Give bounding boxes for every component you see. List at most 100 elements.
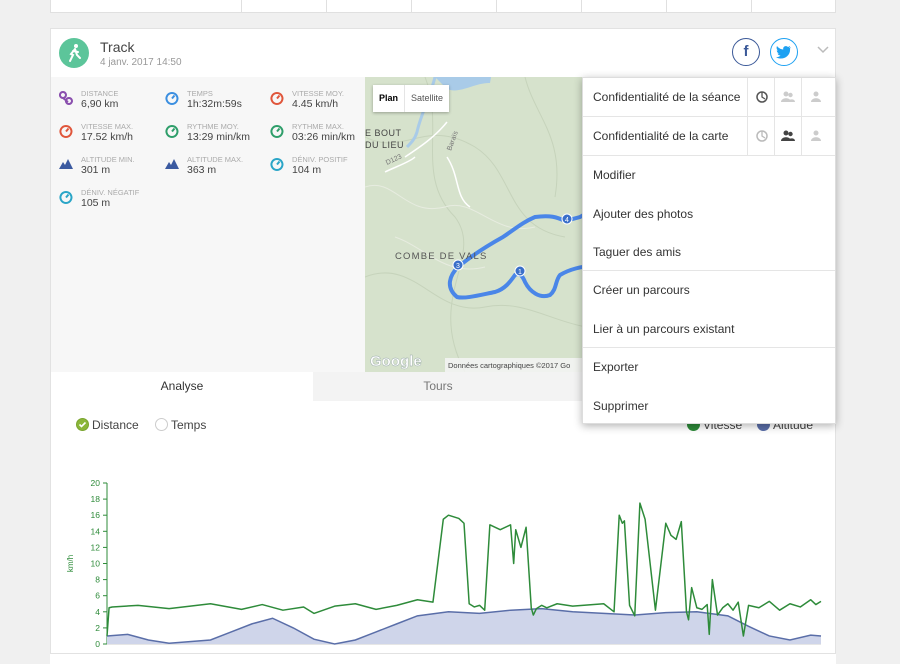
stat-label: Altitude max. xyxy=(187,155,244,164)
distance-toggle-label: Distance xyxy=(92,418,139,432)
stat-value: 105 m xyxy=(81,197,111,209)
hiker-icon xyxy=(69,44,81,62)
map-place-label: E BOUT xyxy=(365,128,402,138)
y-tick-label: 14 xyxy=(91,526,101,536)
distance-toggle[interactable]: Distance xyxy=(76,418,139,432)
chart-area: Distance Temps Vitesse Altitude 0 2 4 6 8 10 1… xyxy=(51,401,835,658)
y-tick-label: 12 xyxy=(91,542,101,552)
strip-divider xyxy=(581,0,582,12)
tab-analyse[interactable]: Analyse xyxy=(51,372,313,401)
privacy-session-label: Confidentialité de la séance xyxy=(593,90,741,104)
twitter-share-button[interactable] xyxy=(770,38,798,66)
activity-header: Track 4 janv. 2017 14:50 f xyxy=(51,29,835,77)
map-attribution[interactable]: Données cartographiques ©2017 Go xyxy=(448,361,570,370)
map-place-label: COMBE DE VALS xyxy=(395,251,488,262)
chevron-down-icon[interactable] xyxy=(816,45,830,55)
user-icon xyxy=(811,130,821,141)
menu-item-label: Exporter xyxy=(593,360,639,374)
tab-tours[interactable]: Tours xyxy=(313,372,563,401)
mountain-icon xyxy=(59,159,73,169)
y-tick-label: 8 xyxy=(95,575,100,585)
activity-date: 4 janv. 2017 14:50 xyxy=(100,57,182,68)
stat-label: Altitude min. xyxy=(81,155,135,164)
privacy-private-option[interactable] xyxy=(801,78,829,116)
y-tick-label: 0 xyxy=(95,639,100,649)
max-speed-gauge-icon xyxy=(59,125,73,138)
activity-title[interactable]: Track xyxy=(100,39,135,55)
activity-type-avatar xyxy=(59,38,89,68)
stat-label: Vitesse max. xyxy=(81,122,134,131)
privacy-public-option[interactable] xyxy=(747,78,775,116)
y-tick-label: 10 xyxy=(91,559,101,569)
strip-divider xyxy=(496,0,497,12)
menu-item-label: Lier à un parcours existant xyxy=(593,322,735,336)
friends-icon xyxy=(781,91,795,102)
stat-value: 1h:32m:59s xyxy=(187,98,242,110)
stat-label: Rythme moy. xyxy=(187,122,239,131)
map-privacy-public-option[interactable] xyxy=(747,117,775,155)
ascent-icon xyxy=(270,158,284,171)
strip-divider xyxy=(411,0,412,12)
menu-separator xyxy=(583,270,835,271)
next-activity-strip xyxy=(50,653,836,664)
stat-value: 17.52 km/h xyxy=(81,131,133,143)
map-marker-3[interactable] xyxy=(452,259,464,271)
map-marker-label: 3 xyxy=(456,263,460,270)
strip-divider xyxy=(751,0,752,12)
stat-value: 13:29 min/km xyxy=(187,131,251,143)
altitude-area xyxy=(107,608,821,644)
stat-value: 104 m xyxy=(292,164,322,176)
empty-circle-icon xyxy=(155,418,168,431)
y-tick-label: 4 xyxy=(95,607,100,617)
strip-divider xyxy=(326,0,327,12)
menu-item-label: Taguer des amis xyxy=(593,245,682,259)
privacy-friends-option[interactable] xyxy=(774,78,802,116)
menu-separator xyxy=(583,347,835,348)
stat-label: Distance xyxy=(81,89,119,98)
y-axis-label: km/h xyxy=(66,555,75,572)
map-marker-label: 1 xyxy=(518,269,522,276)
y-tick-label: 20 xyxy=(91,478,101,488)
distance-icon xyxy=(59,91,73,105)
y-tick-label: 18 xyxy=(91,494,101,504)
pace-gauge-icon xyxy=(165,125,179,138)
map-marker-1[interactable] xyxy=(514,265,526,277)
twitter-bird-icon xyxy=(776,46,791,59)
map-satellite-button[interactable]: Satellite xyxy=(404,85,449,112)
map-privacy-friends-option[interactable] xyxy=(774,117,802,155)
stat-label: Déniv. positif xyxy=(292,155,348,164)
speed-gauge-icon xyxy=(270,92,284,105)
map-type-control: Plan Satellite xyxy=(373,85,450,112)
max-pace-gauge-icon xyxy=(270,125,284,138)
google-logo[interactable]: Google xyxy=(370,353,422,370)
stopwatch-icon xyxy=(165,92,179,105)
user-icon xyxy=(811,91,821,102)
temps-toggle[interactable]: Temps xyxy=(155,418,206,432)
map-marker-4[interactable] xyxy=(561,213,573,225)
altitude-line xyxy=(106,607,822,645)
stats-panel: Distance 6,90 km Temps 1h:32m:59s Vitesse mo… xyxy=(51,77,365,372)
mountain-high-icon xyxy=(165,159,179,169)
map-privacy-private-option[interactable] xyxy=(801,117,829,155)
globe-icon xyxy=(756,91,768,103)
menu-item-label: Supprimer xyxy=(593,399,649,413)
menu-separator xyxy=(583,155,835,156)
stat-label: Vitesse moy. xyxy=(292,89,344,98)
menu-item-label: Ajouter des photos xyxy=(593,207,694,221)
stat-value: 6,90 km xyxy=(81,98,119,110)
y-tick-label: 16 xyxy=(91,510,101,520)
previous-activity-strip xyxy=(50,0,836,13)
stat-value: 363 m xyxy=(187,164,217,176)
map-marker-label: 4 xyxy=(565,217,569,224)
stat-label: Déniv. négatif xyxy=(81,188,140,197)
speed-line xyxy=(106,502,822,637)
stat-value: 4.45 km/h xyxy=(292,98,339,110)
map-plan-button[interactable]: Plan xyxy=(379,93,399,103)
stat-value: 03:26 min/km xyxy=(292,131,356,143)
strip-divider xyxy=(241,0,242,12)
strip-divider xyxy=(666,0,667,12)
facebook-share-button[interactable]: f xyxy=(732,38,760,66)
temps-toggle-label: Temps xyxy=(171,418,207,432)
descent-icon xyxy=(59,191,73,204)
